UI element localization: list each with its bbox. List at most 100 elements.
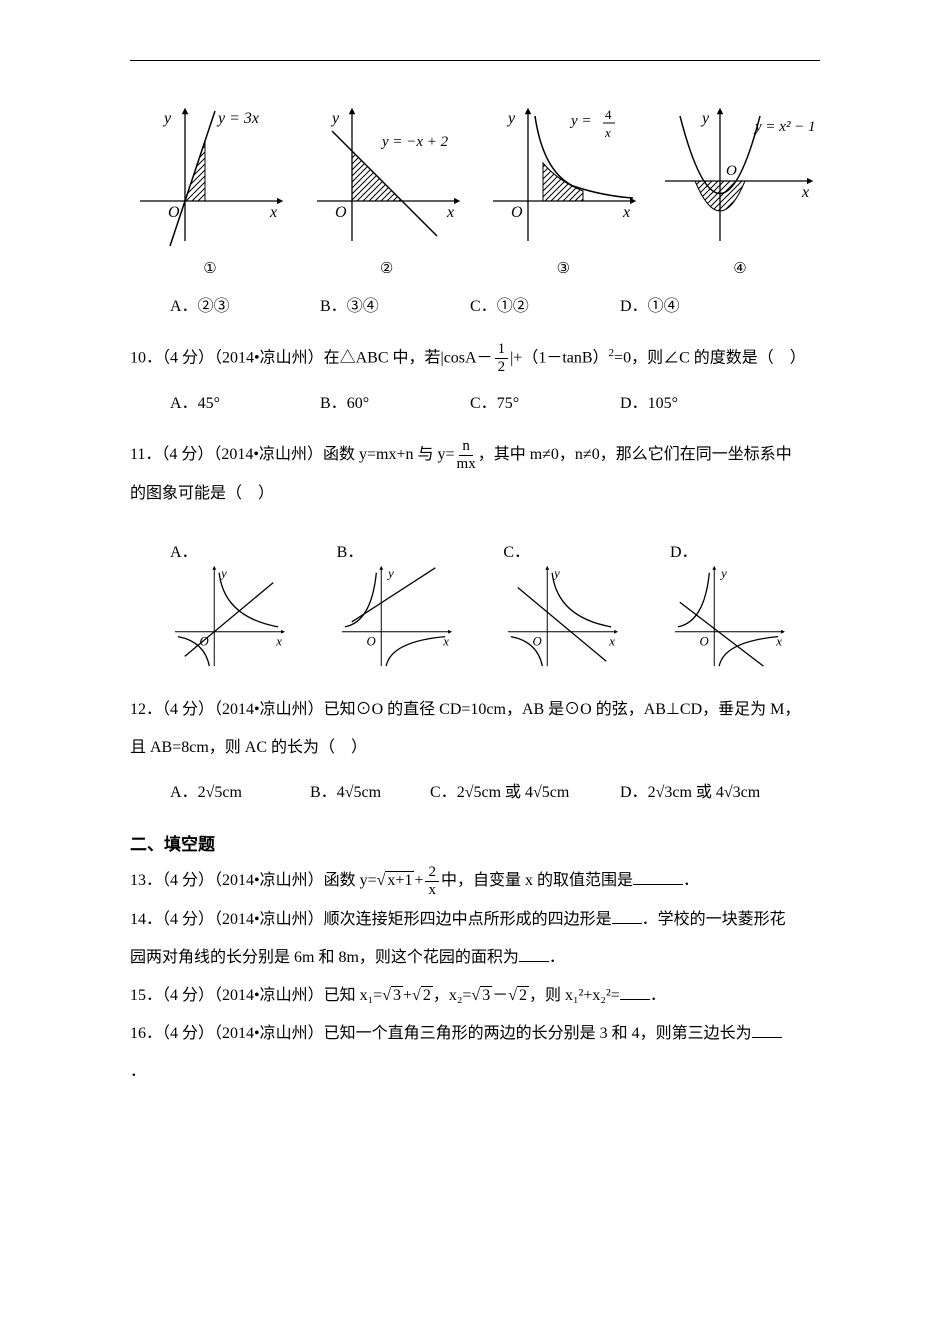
q13: 13．（4 分）（2014•凉山州）函数 y=√x+1+2x中，自变量 x 的取…: [130, 865, 820, 898]
q11-option-b-graph: O y x: [337, 562, 455, 672]
q13-blank: [633, 868, 683, 885]
svg-text:O: O: [699, 635, 708, 649]
q14-blank-2: [519, 945, 549, 962]
q11-text-after: ，其中 m≠0，n≠0，那么它们在同一坐标系中: [478, 446, 792, 463]
figure-caption-3: ③: [483, 259, 643, 278]
figure-panel-2: y x O y = −x + 2: [307, 101, 467, 251]
figure-3-svg: y x O y = 4 x: [483, 101, 643, 251]
svg-text:O: O: [533, 635, 542, 649]
q10-fraction: 12: [495, 342, 509, 375]
q13-sqrt: √x+1: [377, 871, 415, 889]
svg-text:x: x: [604, 125, 611, 140]
figure-panel-4: y x O y = x² − 1: [660, 101, 820, 251]
q15-before: 15．（4 分）（2014•凉山州）已知 x₁=: [130, 987, 382, 1004]
svg-text:y = −x + 2: y = −x + 2: [380, 134, 449, 150]
q11-option-a: A． O y x: [170, 520, 320, 672]
q11-frac-den: mx: [457, 456, 476, 472]
svg-text:y: y: [506, 110, 516, 127]
q10-frac-num: 1: [495, 342, 509, 359]
svg-text:O: O: [366, 635, 375, 649]
q13-before: 13．（4 分）（2014•凉山州）函数 y=: [130, 872, 377, 889]
q15-sqrt3b: 3: [480, 986, 492, 1004]
q16-blank: [752, 1021, 782, 1038]
q12-choice-a: A．2√5cm: [170, 778, 310, 802]
q10-choice-d: D．105°: [620, 389, 770, 413]
q15-sqrt2a: 2: [421, 986, 433, 1004]
q11-option-b: B． O y x: [337, 520, 487, 672]
q12-choice-c-text: 2√5cm 或 4√5cm: [457, 784, 570, 801]
svg-text:O: O: [511, 204, 523, 221]
svg-text:y: y: [330, 110, 340, 127]
svg-text:x: x: [609, 635, 616, 649]
svg-text:y: y: [386, 567, 394, 581]
q15-sqrt3a: 3: [391, 986, 403, 1004]
q15-after: ，则 x₁²+x₂²=: [529, 987, 620, 1004]
svg-text:O: O: [200, 635, 209, 649]
q12-choice-a-text: 2√5cm: [198, 784, 242, 801]
q10-choice-a: A．45°: [170, 389, 320, 413]
figure-caption-2: ②: [307, 259, 467, 278]
svg-text:x: x: [446, 204, 454, 221]
q14-l1: 14．（4 分）（2014•凉山州）顺次连接矩形四边中点所形成的四边形是: [130, 911, 612, 928]
q15: 15．（4 分）（2014•凉山州）已知 x₁=√3+√2，x₂=√3－√2，则…: [130, 980, 820, 1012]
q11-option-c-graph: O y x: [503, 562, 621, 672]
q9-choice-d-text: ①④: [648, 298, 680, 315]
q14-end: ．: [549, 949, 565, 966]
q11-text-before: 11．（4 分）（2014•凉山州）函数 y=mx+n 与 y=: [130, 446, 455, 463]
top-rule: [130, 60, 820, 61]
figure-caption-1: ①: [130, 259, 290, 278]
q14-blank-1: [612, 907, 642, 924]
q11-option-a-label: A．: [170, 520, 200, 562]
q13-sqrt-radicand: x+1: [385, 871, 414, 889]
q11-frac-num: n: [459, 439, 473, 456]
q15-sqrt2b: 2: [517, 986, 529, 1004]
section-2-heading: 二、填空题: [130, 830, 820, 855]
q9-choice-c-text: ①②: [497, 298, 529, 315]
q13-mid: +: [414, 872, 423, 889]
q9-choice-b-text: ③④: [347, 298, 379, 315]
q9-choices: A．②③ B．③④ C．①② D．①④: [170, 292, 820, 316]
svg-text:4: 4: [605, 107, 612, 122]
q10-choice-b: B．60°: [320, 389, 470, 413]
q10-choice-c: C．75°: [470, 389, 620, 413]
q12-choice-b: B．4√5cm: [310, 778, 430, 802]
svg-text:x: x: [622, 204, 630, 221]
svg-text:x: x: [801, 184, 809, 201]
svg-text:y: y: [162, 110, 172, 127]
q9-choice-b: B．③④: [320, 292, 470, 316]
q14-l2-before: 园两对角线的长分别是 6m 和 8m，则这个花园的面积为: [130, 949, 519, 966]
q11-option-c-label: C．: [503, 520, 533, 562]
svg-text:y: y: [700, 110, 710, 127]
q14-line2: 园两对角线的长分别是 6m 和 8m，则这个花园的面积为 ．: [130, 942, 820, 974]
q10-choice-b-text: 60°: [347, 395, 369, 412]
q11-option-d: D． O y x: [670, 520, 820, 672]
q9-choice-a: A．②③: [170, 292, 320, 316]
q11-option-c: C． O y x: [503, 520, 653, 672]
q13-fraction: 2x: [425, 865, 439, 898]
figure-1-svg: y x O y = 3x: [130, 101, 290, 251]
q10: 10．（4 分）（2014•凉山州）在△ABC 中，若|cosA－12|+（1－…: [130, 342, 820, 375]
q11-fraction: nmx: [457, 439, 476, 472]
q12-choice-c: C．2√5cm 或 4√5cm: [430, 778, 620, 802]
q16-line2: ．: [130, 1056, 820, 1088]
q12-choices: A．2√5cm B．4√5cm C．2√5cm 或 4√5cm D．2√3cm …: [170, 778, 820, 802]
q11-option-d-label: D．: [670, 520, 700, 562]
q16-line1: 16．（4 分）（2014•凉山州）已知一个直角三角形的两边的长分别是 3 和 …: [130, 1018, 820, 1050]
q13-end: ．: [683, 872, 699, 889]
q11-option-a-graph: O y x: [170, 562, 288, 672]
q11-option-b-label: B．: [337, 520, 367, 562]
figure-4-svg: y x O y = x² − 1: [660, 101, 820, 251]
figure-panel-1: y x O y = 3x: [130, 101, 290, 251]
q10-text-before: 10．（4 分）（2014•凉山州）在△ABC 中，若|cosA－: [130, 349, 493, 366]
q15-mid: ，x₂=: [433, 987, 472, 1004]
svg-text:y =: y =: [569, 113, 592, 129]
q12-line2: 且 AB=8cm，则 AC 的长为（ ）: [130, 732, 820, 764]
svg-text:y = x² − 1: y = x² − 1: [753, 119, 816, 135]
top-figure-row: y x O y = 3x: [130, 101, 820, 251]
figure-panel-3: y x O y = 4 x: [483, 101, 643, 251]
q9-choice-a-text: ②③: [198, 298, 230, 315]
q10-after-frac: |+（1－tanB）: [510, 349, 608, 366]
svg-text:x: x: [269, 204, 277, 221]
figure-2-svg: y x O y = −x + 2: [307, 101, 467, 251]
q11: 11．（4 分）（2014•凉山州）函数 y=mx+n 与 y=nmx，其中 m…: [130, 439, 820, 472]
